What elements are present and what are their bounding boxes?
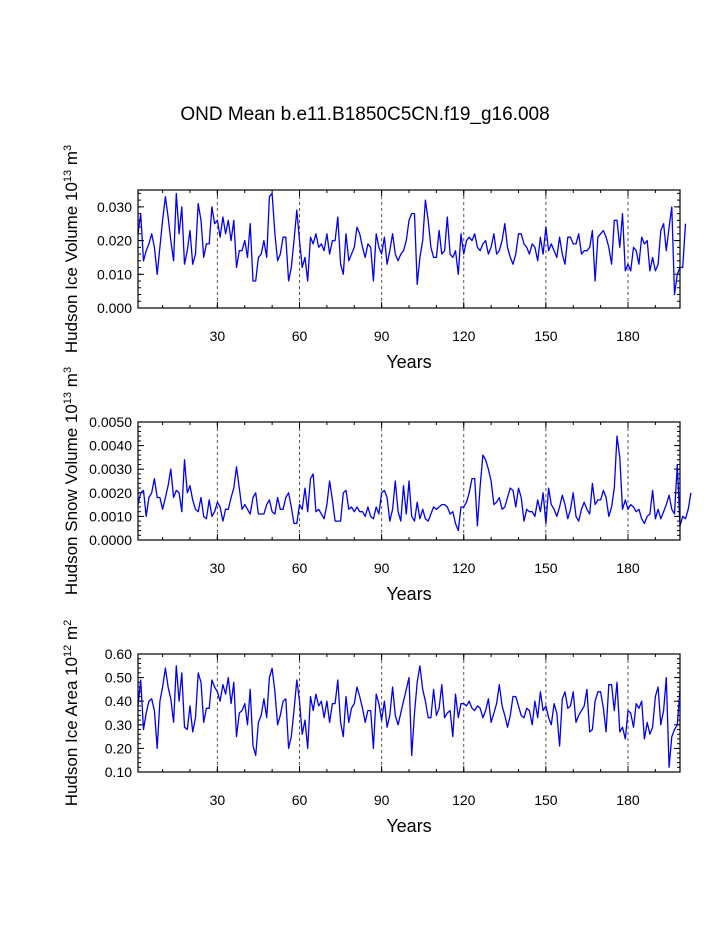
y-tick-label: 0.0020 [89,485,132,501]
y-axis-label-unit: m [62,373,81,392]
panel-3: 0.10 0.20 0.30 0.40 0.50 0.60 30 60 90 120 150 180 Y… [62,620,681,836]
x-tick-label: 150 [534,328,558,344]
x-axis-label: Years [386,816,431,836]
y-tick-label: 0.20 [105,740,132,756]
x-axis-label: Years [386,352,431,372]
x-tick-label: 120 [452,560,476,576]
plot-frame [137,189,681,309]
x-axis-label: Years [386,584,431,604]
y-tick-label: 0.10 [105,764,132,780]
x-tick-label: 120 [452,328,476,344]
x-tick-label: 30 [210,560,226,576]
x-tick-label: 60 [292,792,308,808]
x-tick-label: 60 [292,560,308,576]
y-tick-label: 0.020 [97,233,132,249]
y-axis-label-main: Hudson Snow Volume 10 [62,404,81,595]
y-axis-label-unit: m [62,151,81,170]
y-tick-label: 0.0000 [89,532,132,548]
y-axis-label-exponent: 13 [62,392,74,404]
y-tick-label: 0.40 [105,693,132,709]
panel-1: 0.000 0.010 0.020 0.030 30 60 90 120 150 180 Years… [62,145,687,372]
plot-frame [137,653,681,773]
y-tick-label: 0.0050 [89,414,132,430]
y-axis-label-exponent: 12 [62,645,74,657]
y-axis-label-unit-exponent: 3 [62,145,74,151]
series-line [137,435,692,532]
x-tick-label: 90 [374,328,390,344]
x-tick-label: 180 [616,792,640,808]
y-axis-label: Hudson Ice Volume 1013 m3 [62,145,81,353]
y-axis-label-main: Hudson Ice Volume 10 [62,182,81,353]
panels: 0.000 0.010 0.020 0.030 30 60 90 120 150 180 Years… [62,145,692,836]
y-axis-label-main: Hudson Ice Area 10 [62,657,81,806]
y-tick-label: 0.60 [105,646,132,662]
chart-title: OND Mean b.e11.B1850C5CN.f19_g16.008 [180,104,549,125]
series-line [137,665,681,768]
y-axis-label-unit: m [62,626,81,645]
x-tick-label: 180 [616,328,640,344]
series-line [137,192,687,296]
x-tick-label: 90 [374,792,390,808]
y-tick-label: 0.030 [97,199,132,215]
x-tick-label: 30 [210,328,226,344]
x-tick-label: 60 [292,328,308,344]
y-axis-label-unit-exponent: 2 [62,620,74,626]
x-tick-label: 30 [210,792,226,808]
x-tick-label: 150 [534,792,558,808]
y-axis-label-exponent: 13 [62,170,74,182]
panel-2: 0.0000 0.0010 0.0020 0.0030 0.0040 0.0050 30 60… [62,367,692,604]
x-tick-label: 120 [452,792,476,808]
x-tick-label: 150 [534,560,558,576]
y-tick-label: 0.0030 [89,461,132,477]
y-tick-label: 0.30 [105,717,132,733]
y-tick-label: 0.010 [97,266,132,282]
x-tick-label: 180 [616,560,640,576]
y-tick-label: 0.0040 [89,438,132,454]
x-tick-label: 90 [374,560,390,576]
y-tick-label: 0.50 [105,670,132,686]
plot-frame [137,421,681,541]
y-tick-label: 0.000 [97,300,132,316]
y-axis-label: Hudson Snow Volume 1013 m3 [62,367,81,595]
y-axis-label: Hudson Ice Area 1012 m2 [62,620,81,807]
y-axis-label-unit-exponent: 3 [62,367,74,373]
y-tick-label: 0.0010 [89,508,132,524]
